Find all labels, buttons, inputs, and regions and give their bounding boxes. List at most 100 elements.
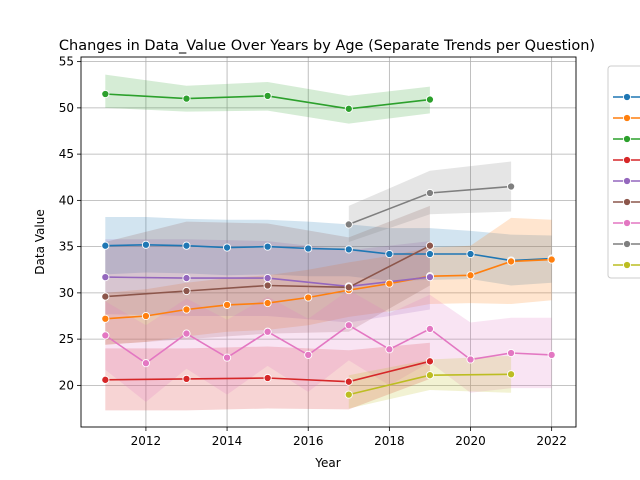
series-2-line	[105, 258, 552, 320]
x-tick-label: 2012	[131, 434, 162, 448]
series-7-line	[104, 324, 552, 365]
series-3-point	[344, 104, 353, 113]
series-7-point	[263, 327, 272, 336]
x-tick-label: 2022	[536, 434, 567, 448]
series-7-point	[182, 329, 191, 338]
grid-lines	[81, 57, 576, 427]
series-1-point	[182, 241, 191, 250]
series-1-point	[141, 240, 150, 249]
x-axis-ticks: 2012 2014 2016 2018 2020 2022	[131, 427, 567, 448]
legend-entry-1-marker	[622, 92, 632, 102]
series-1-point	[101, 241, 110, 250]
series-3-point	[101, 89, 110, 99]
x-tick-label: 2014	[212, 434, 243, 448]
series-7-band	[105, 290, 552, 402]
y-axis-label: Data Value	[33, 209, 47, 274]
y-axis-ticks: 20 25 30 35 40 45 50 55	[59, 55, 81, 392]
series-1-point	[223, 243, 232, 252]
legend-box	[607, 65, 640, 279]
series-1-point	[425, 249, 434, 259]
plot-frame	[80, 56, 577, 428]
series-points	[101, 89, 556, 399]
series-8-point	[507, 182, 516, 191]
series-4-point	[425, 357, 434, 366]
y-tick-label: 30	[59, 286, 74, 300]
confidence-bands	[105, 74, 552, 411]
series-7-point	[304, 350, 313, 359]
series-7-point	[547, 350, 556, 359]
series-6-point	[182, 286, 191, 296]
chart-title: Changes in Data_Value Over Years by Age …	[59, 38, 595, 54]
legend-entry-2-marker	[622, 113, 632, 123]
series-7-point	[425, 324, 434, 334]
x-tick-label: 2018	[374, 434, 405, 448]
series-1-point	[263, 242, 272, 251]
legend-entry-4-marker	[622, 155, 632, 165]
x-tick-label: 2020	[455, 434, 486, 448]
y-tick-label: 55	[59, 55, 74, 69]
series-2-point	[304, 293, 313, 302]
series-2-point	[223, 300, 232, 309]
y-tick-label: 25	[59, 332, 74, 346]
series-2-point	[263, 298, 272, 308]
series-5-point	[425, 273, 434, 282]
legend-entry-7-marker	[622, 218, 632, 228]
y-tick-label: 45	[59, 147, 74, 161]
series-4-point	[182, 374, 191, 383]
series-4-point	[101, 375, 110, 384]
series-5-point	[182, 274, 191, 283]
y-tick-label: 50	[59, 101, 74, 115]
legend-entry-8-marker	[622, 239, 632, 249]
series-1-point	[344, 245, 353, 254]
legend-entry-3-marker	[622, 134, 632, 144]
series-7-point	[507, 348, 516, 358]
series-8-point	[425, 188, 434, 198]
series-2-band	[105, 217, 552, 345]
series-6-point	[425, 241, 434, 250]
series-5-point	[101, 273, 110, 282]
series-1-point	[466, 249, 475, 259]
series-2-point	[507, 257, 516, 266]
y-tick-label: 35	[59, 240, 74, 254]
x-tick-label: 2016	[293, 434, 324, 448]
series-2-point	[141, 311, 150, 321]
series-2-point	[385, 279, 394, 288]
series-1-band	[105, 217, 552, 286]
series-9-point	[507, 370, 516, 379]
series-3-point	[182, 94, 191, 103]
x-axis-label: Year	[314, 456, 340, 470]
legend-entry-6-marker	[622, 197, 632, 207]
series-1-point	[304, 244, 313, 253]
series-9-point	[344, 390, 353, 399]
series-7-point	[141, 359, 150, 368]
series-2-point	[101, 314, 110, 323]
series-6-point	[263, 281, 272, 290]
legend-entry-5-marker	[622, 176, 632, 186]
series-3-point	[425, 95, 434, 104]
series-7-point	[385, 345, 394, 354]
series-7-point	[223, 353, 232, 362]
series-8-band	[348, 161, 512, 242]
legend-entry-9-marker	[622, 260, 632, 270]
legend	[607, 65, 640, 279]
series-6-point	[101, 292, 110, 301]
series-7-point	[101, 331, 110, 340]
series-2-point	[466, 271, 475, 280]
series-6-point	[344, 283, 353, 292]
y-tick-label: 40	[59, 193, 74, 207]
series-4-point	[263, 373, 272, 383]
series-1-point	[385, 249, 394, 259]
series-2-point	[182, 305, 191, 314]
series-3-point	[263, 91, 272, 100]
series-9-point	[425, 371, 434, 380]
series-1-line	[105, 243, 552, 262]
series-2-point	[547, 255, 556, 264]
y-tick-label: 20	[59, 378, 74, 392]
series-5-point	[263, 274, 272, 283]
series-8-point	[344, 220, 353, 229]
series-9-band	[348, 355, 512, 409]
series-7-point	[466, 355, 475, 364]
series-4-point	[344, 377, 353, 386]
series-7-point	[344, 321, 353, 330]
